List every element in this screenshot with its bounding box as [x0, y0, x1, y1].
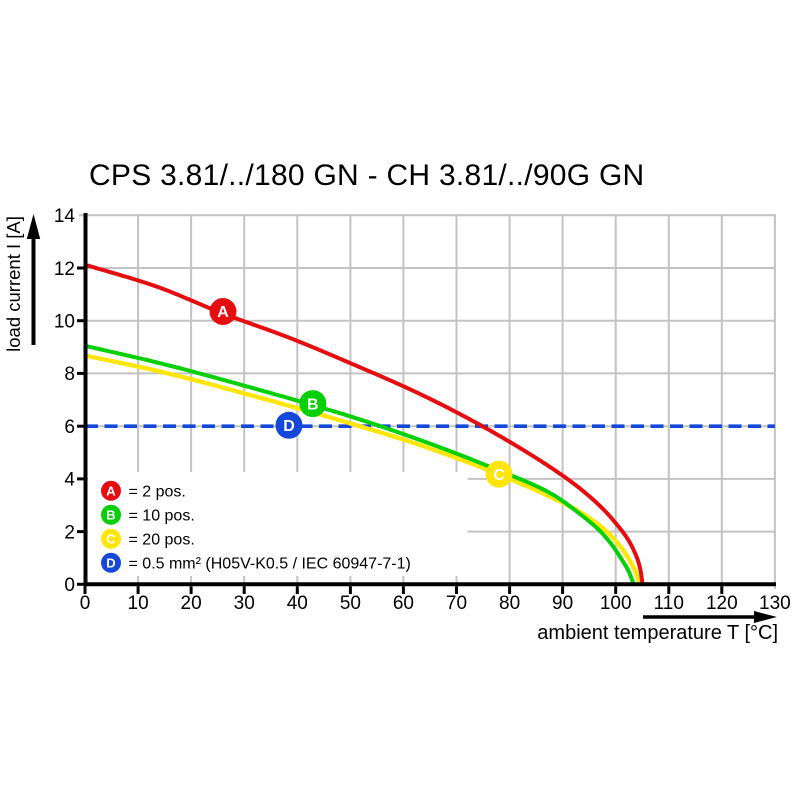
svg-text:4: 4 [64, 470, 75, 491]
svg-text:120: 120 [706, 593, 738, 614]
svg-text:A: A [217, 304, 229, 321]
svg-text:6: 6 [64, 417, 75, 438]
svg-text:80: 80 [499, 593, 520, 614]
svg-text:B: B [106, 507, 115, 522]
svg-text:= 0.5 mm² (H05V-K0.5 / IEC 609: = 0.5 mm² (H05V-K0.5 / IEC 60947-7-1) [129, 556, 411, 573]
svg-text:CPS 3.81/../180 GN - CH 3.81/.: CPS 3.81/../180 GN - CH 3.81/../90G GN [89, 159, 645, 192]
svg-text:110: 110 [654, 593, 684, 614]
svg-text:90: 90 [552, 593, 573, 614]
svg-text:0: 0 [64, 575, 75, 596]
svg-text:70: 70 [446, 593, 467, 614]
svg-text:30: 30 [234, 593, 255, 614]
svg-text:20: 20 [181, 593, 202, 614]
svg-text:40: 40 [287, 593, 308, 614]
svg-text:load current I [A]: load current I [A] [3, 216, 24, 352]
svg-text:14: 14 [54, 206, 76, 227]
svg-text:= 10 pos.: = 10 pos. [129, 508, 195, 525]
svg-text:2: 2 [64, 522, 75, 543]
svg-text:D: D [106, 555, 115, 570]
svg-text:ambient temperature T [°C]: ambient temperature T [°C] [537, 622, 778, 644]
svg-text:10: 10 [128, 593, 149, 614]
svg-text:60: 60 [393, 593, 414, 614]
svg-text:0: 0 [80, 593, 91, 614]
svg-text:12: 12 [54, 259, 75, 280]
svg-text:130: 130 [759, 593, 791, 614]
svg-text:100: 100 [600, 593, 632, 614]
svg-text:8: 8 [64, 364, 75, 385]
svg-text:C: C [493, 467, 505, 484]
svg-text:C: C [106, 531, 116, 546]
svg-text:= 20 pos.: = 20 pos. [129, 532, 195, 549]
svg-text:B: B [307, 396, 319, 413]
svg-text:A: A [106, 483, 116, 498]
svg-text:50: 50 [340, 593, 361, 614]
svg-text:= 2 pos.: = 2 pos. [129, 484, 186, 501]
svg-text:10: 10 [54, 312, 75, 333]
svg-text:D: D [283, 418, 295, 435]
